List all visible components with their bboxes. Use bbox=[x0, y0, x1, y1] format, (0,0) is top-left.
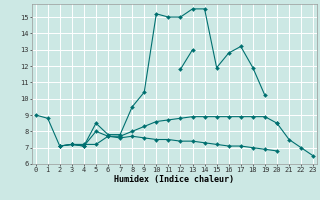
X-axis label: Humidex (Indice chaleur): Humidex (Indice chaleur) bbox=[115, 175, 234, 184]
